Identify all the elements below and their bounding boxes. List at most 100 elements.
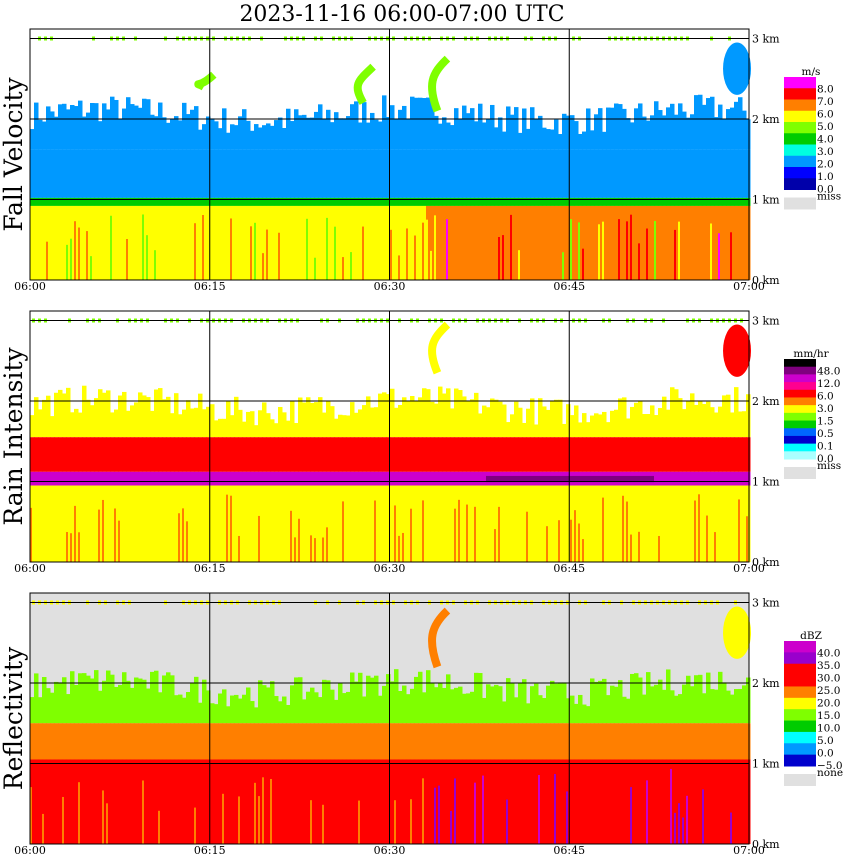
heat-cell — [586, 422, 591, 438]
heat-cell — [54, 681, 59, 724]
heat-cell — [466, 759, 471, 844]
heat-streak — [414, 235, 416, 280]
heat-cell — [738, 471, 743, 486]
heat-cell — [178, 471, 183, 486]
heat-cell — [678, 398, 683, 438]
heat-cell — [578, 422, 583, 438]
heat-cell — [510, 437, 515, 472]
heat-cell — [30, 437, 35, 472]
heat-cell — [634, 759, 639, 844]
legend-level: 20.0 — [817, 698, 840, 710]
legend-swatch — [784, 359, 816, 368]
heat-cell — [462, 693, 467, 724]
heat-cell — [558, 759, 563, 844]
heat-streak — [70, 238, 72, 280]
heat-cell — [726, 149, 731, 198]
plot-frame — [29, 592, 750, 845]
heat-streak — [498, 236, 500, 280]
heat-cell — [554, 205, 559, 280]
heat-streak — [314, 257, 316, 280]
heat-cell — [38, 759, 43, 844]
heat-cell — [682, 471, 687, 486]
heat-cell — [598, 414, 603, 438]
heat-cell — [246, 471, 251, 486]
heat-cell — [478, 205, 483, 280]
heat-cell — [706, 197, 711, 206]
heat-cell — [214, 197, 219, 206]
heat-cell — [190, 682, 195, 724]
heat-cell — [470, 437, 475, 472]
heat-cell — [394, 471, 399, 486]
heat-cell — [98, 437, 103, 472]
heat-cell — [370, 437, 375, 472]
heat-cell — [302, 149, 307, 198]
heat-cell — [198, 759, 203, 844]
heat-streak — [310, 800, 312, 844]
heat-cell — [270, 723, 275, 760]
heat-cell — [190, 437, 195, 472]
heat-cell — [582, 437, 587, 472]
heat-cell — [94, 670, 99, 724]
heat-streak — [674, 812, 676, 844]
heat-cell — [198, 723, 203, 760]
heat-cell — [354, 471, 359, 486]
heat-cell — [514, 149, 519, 198]
heat-cell — [462, 723, 467, 760]
heat-cell — [698, 471, 703, 486]
heat-cell — [522, 437, 527, 472]
heat-cell — [150, 471, 155, 486]
heat-cell — [726, 723, 731, 760]
heat-cell — [78, 197, 83, 206]
heat-cell — [306, 437, 311, 472]
heat-cell — [478, 673, 483, 724]
heat-cell — [606, 205, 611, 280]
heat-cell — [134, 149, 139, 198]
heat-streak — [362, 226, 364, 280]
heat-cell — [438, 485, 443, 562]
heat-cell — [634, 108, 639, 150]
heat-cell — [134, 105, 139, 150]
legend-level: 35.0 — [817, 660, 840, 672]
heat-cell — [618, 437, 623, 472]
heat-cell — [642, 759, 647, 844]
heat-streak — [238, 214, 240, 280]
heat-streak — [454, 508, 456, 562]
heat-cell — [30, 205, 35, 280]
heat-cell — [406, 401, 411, 438]
heat-cell — [530, 205, 535, 280]
heat-cell — [374, 197, 379, 206]
heat-cell — [254, 124, 259, 150]
heat-cell — [542, 485, 547, 562]
heat-cell — [698, 205, 703, 280]
heat-cell — [346, 471, 351, 486]
heat-cell — [606, 485, 611, 562]
heat-cell — [186, 437, 191, 472]
heat-cell — [318, 697, 323, 724]
heat-cell — [638, 759, 643, 844]
heat-streak — [698, 494, 700, 562]
heat-cell — [470, 471, 475, 486]
heat-cell — [118, 723, 123, 760]
heat-cell — [710, 197, 715, 206]
heat-cell — [658, 197, 663, 206]
legend-level: 6.0 — [817, 391, 834, 403]
heat-cell — [254, 197, 259, 206]
heat-cell — [278, 205, 283, 280]
heat-cell — [470, 149, 475, 198]
heat-cell — [386, 117, 391, 150]
heat-cell — [562, 723, 567, 760]
heat-streak — [278, 232, 280, 280]
heat-cell — [194, 676, 199, 724]
heat-cell — [578, 205, 583, 280]
heat-cell — [514, 401, 519, 438]
heat-cell — [202, 205, 207, 280]
heat-cell — [606, 723, 611, 760]
y-tick-label: 0 km — [752, 838, 780, 851]
heat-cell — [42, 197, 47, 206]
heat-cell — [694, 197, 699, 206]
heat-cell — [238, 149, 243, 198]
heat-cell — [182, 205, 187, 280]
heat-cell — [586, 723, 591, 760]
heat-cell — [234, 125, 239, 150]
heat-cell — [318, 205, 323, 280]
